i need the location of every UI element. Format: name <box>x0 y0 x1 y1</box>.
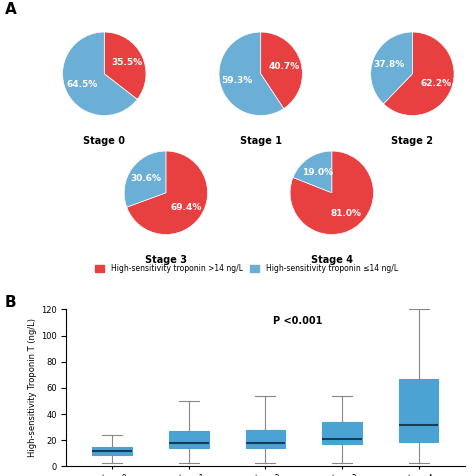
PathPatch shape <box>399 379 438 442</box>
Wedge shape <box>371 32 412 104</box>
Text: A: A <box>5 2 17 18</box>
Wedge shape <box>104 32 146 99</box>
PathPatch shape <box>92 447 132 455</box>
Text: P <0.001: P <0.001 <box>273 316 322 326</box>
Text: 30.6%: 30.6% <box>130 174 161 183</box>
Wedge shape <box>293 151 332 193</box>
Text: 59.3%: 59.3% <box>221 77 252 86</box>
PathPatch shape <box>322 422 362 444</box>
Text: 64.5%: 64.5% <box>66 80 98 89</box>
Text: Stage 2: Stage 2 <box>392 136 433 146</box>
Wedge shape <box>383 32 454 116</box>
Wedge shape <box>219 32 284 116</box>
Text: 35.5%: 35.5% <box>111 58 142 67</box>
Text: 40.7%: 40.7% <box>269 62 301 71</box>
Text: 69.4%: 69.4% <box>171 203 202 212</box>
PathPatch shape <box>169 431 209 448</box>
Wedge shape <box>127 151 208 235</box>
PathPatch shape <box>246 430 285 448</box>
Wedge shape <box>63 32 137 116</box>
Wedge shape <box>290 151 374 235</box>
Text: 81.0%: 81.0% <box>330 209 361 218</box>
Legend: High-sensitivity troponin >14 ng/L, High-sensitivity troponin ≤14 ng/L: High-sensitivity troponin >14 ng/L, High… <box>94 263 399 275</box>
Text: 62.2%: 62.2% <box>420 79 451 88</box>
Text: Stage 3: Stage 3 <box>145 255 187 265</box>
Wedge shape <box>124 151 166 207</box>
Text: 19.0%: 19.0% <box>302 168 333 177</box>
Text: B: B <box>5 295 17 310</box>
Y-axis label: High-sensitivity Troponin T (ng/L): High-sensitivity Troponin T (ng/L) <box>27 318 36 457</box>
Text: Stage 4: Stage 4 <box>311 255 353 265</box>
Text: Stage 0: Stage 0 <box>83 136 125 146</box>
Text: Stage 1: Stage 1 <box>240 136 282 146</box>
Text: 37.8%: 37.8% <box>374 60 405 69</box>
Wedge shape <box>261 32 302 109</box>
